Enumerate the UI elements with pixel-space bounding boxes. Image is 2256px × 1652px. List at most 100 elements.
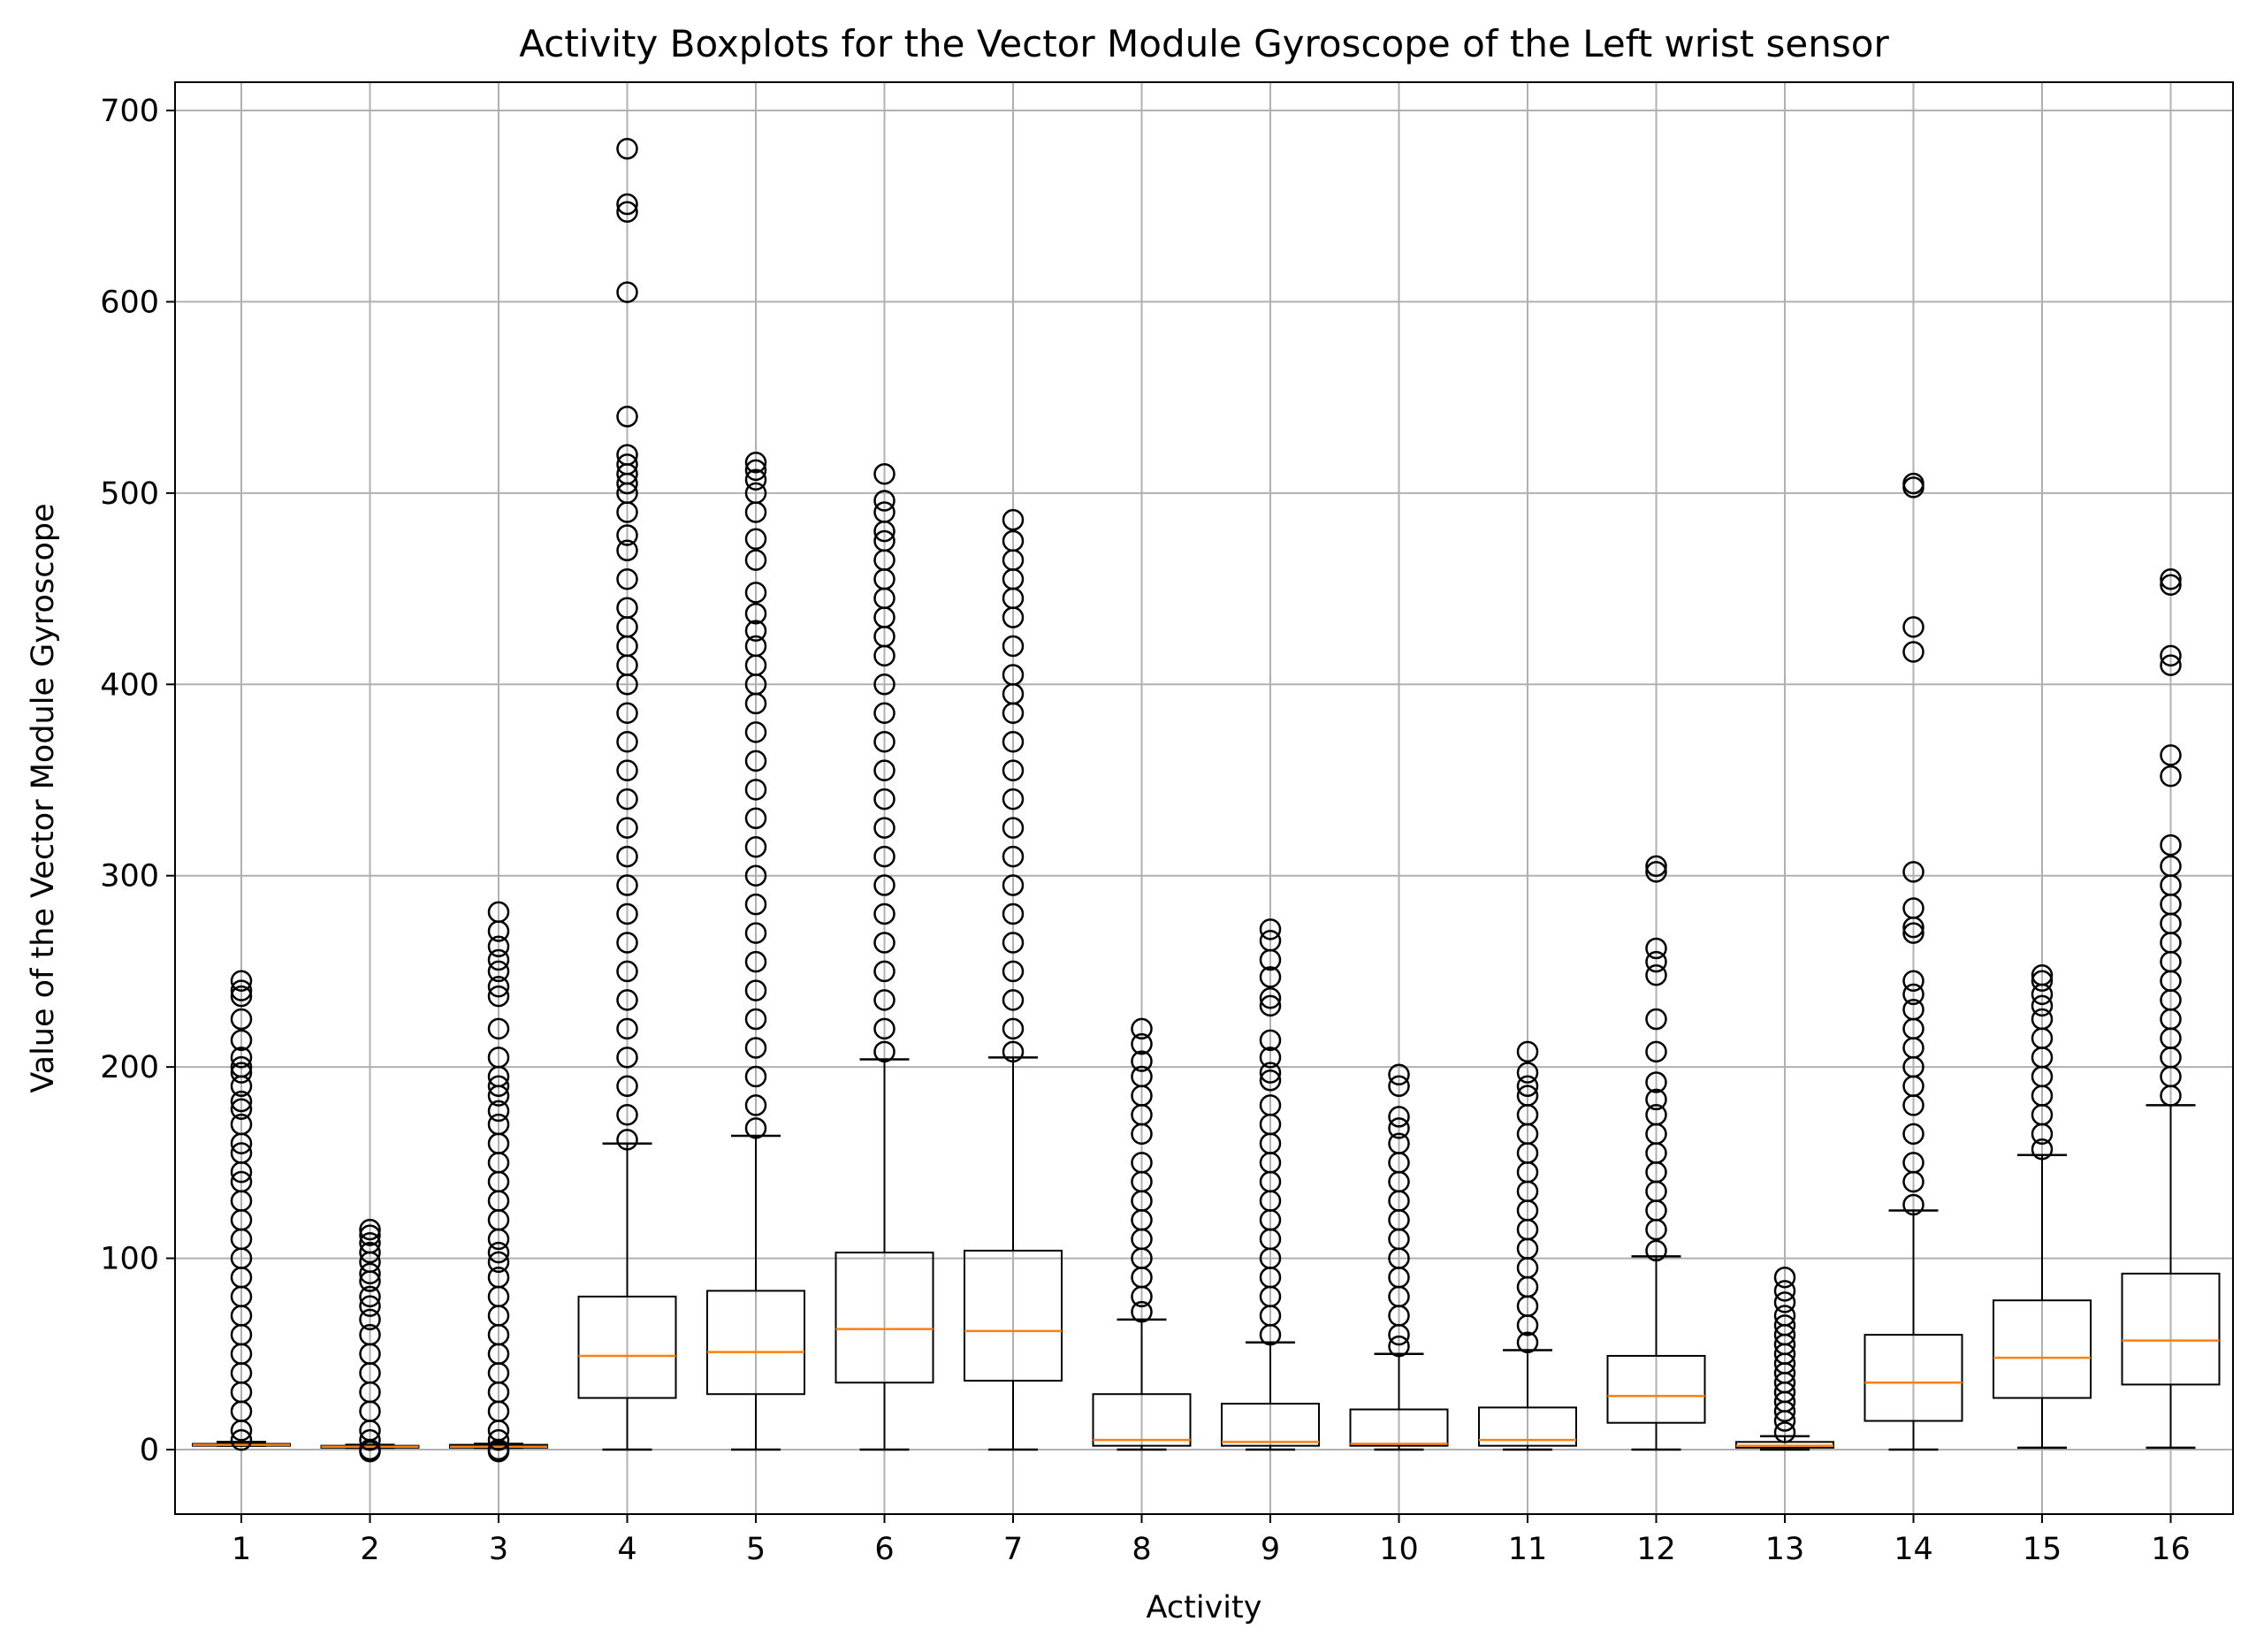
outlier-point — [230, 1428, 253, 1451]
outlier-point — [1002, 529, 1025, 552]
x-tick-label: 16 — [2151, 1532, 2191, 1567]
boxes — [192, 138, 2221, 1463]
box-activity-16 — [2121, 568, 2221, 1450]
outlier-point — [1131, 1050, 1153, 1072]
outlier-point — [487, 1017, 510, 1040]
outlier-point — [1645, 1008, 1667, 1031]
outlier-point — [487, 901, 510, 924]
outlier-point — [487, 985, 510, 1008]
outlier-point — [744, 922, 767, 944]
outlier-point — [744, 836, 767, 858]
outlier-point — [487, 1100, 510, 1123]
outlier-point — [1645, 855, 1667, 878]
outlier-point — [616, 702, 638, 724]
box-activity-4 — [577, 138, 677, 1451]
outlier-point — [744, 620, 767, 642]
x-tick-label: 12 — [1636, 1532, 1676, 1567]
outlier-point — [359, 1323, 381, 1346]
x-tick-label: 8 — [1132, 1532, 1151, 1567]
outlier-point — [1259, 918, 1282, 940]
x-tick-label: 15 — [2023, 1532, 2062, 1567]
outlier-point — [744, 779, 767, 801]
outlier-point — [1516, 1040, 1539, 1063]
outlier-point — [616, 453, 638, 476]
outlier-point — [1645, 1104, 1667, 1126]
outlier-point — [616, 539, 638, 562]
outlier-point — [230, 979, 253, 1001]
outlier-point — [1773, 1314, 1796, 1336]
outlier-point — [1259, 1070, 1282, 1092]
outlier-point — [1902, 861, 1924, 883]
box-activity-3 — [449, 901, 548, 1463]
outlier-point — [873, 817, 896, 839]
outlier-point — [1259, 1047, 1282, 1069]
outlier-point — [616, 1017, 638, 1040]
outlier-point — [1645, 861, 1667, 883]
outlier-point — [616, 960, 638, 983]
outlier-point — [744, 1037, 767, 1059]
outlier-point — [1773, 1291, 1796, 1313]
outlier-point — [2031, 970, 2054, 992]
outlier-point — [359, 1224, 381, 1246]
outlier-point — [1002, 730, 1025, 753]
outlier-point — [873, 759, 896, 781]
box-activity-1 — [192, 970, 291, 1451]
y-tick-label: 300 — [100, 859, 159, 895]
iqr-box — [1092, 1393, 1192, 1447]
outlier-point — [1516, 1062, 1539, 1084]
outlier-point — [487, 1241, 510, 1264]
x-tick-label: 4 — [617, 1532, 636, 1567]
outlier-point — [359, 1285, 381, 1308]
iqr-box — [964, 1249, 1063, 1382]
box-activity-6 — [835, 462, 934, 1451]
outlier-point — [744, 468, 767, 491]
outlier-point — [230, 1055, 253, 1078]
outlier-point — [873, 989, 896, 1011]
outlier-point — [487, 1266, 510, 1289]
x-tick-label: 3 — [489, 1532, 508, 1567]
iqr-box — [706, 1290, 805, 1396]
x-tick-label: 2 — [360, 1532, 379, 1567]
x-axis: 1 2 3 4 5 6 7 8 9 10 11 12 13 14 15 16 — [232, 1514, 2191, 1567]
y-tick-label: 400 — [100, 667, 159, 703]
iqr-box — [577, 1295, 677, 1399]
outlier-point — [873, 1040, 896, 1063]
x-axis-label: Activity — [1147, 1590, 1262, 1625]
outlier-point — [744, 807, 767, 830]
outlier-point — [616, 759, 638, 781]
outlier-point — [744, 451, 767, 474]
outlier-point — [2160, 574, 2182, 596]
outlier-point — [744, 979, 767, 1001]
box-activity-8 — [1092, 1017, 1192, 1451]
outlier-point — [873, 874, 896, 896]
iqr-box — [1863, 1334, 1963, 1422]
outlier-point — [744, 528, 767, 551]
outlier-point — [616, 193, 638, 216]
outlier-point — [1002, 635, 1025, 658]
x-tick-label: 13 — [1765, 1532, 1805, 1567]
outlier-point — [616, 1075, 638, 1098]
outlier-point — [2160, 654, 2182, 676]
outlier-point — [873, 462, 896, 485]
outlier-point — [2160, 644, 2182, 667]
outlier-point — [230, 1062, 253, 1084]
x-tick-label: 1 — [232, 1532, 251, 1567]
outlier-point — [1645, 1088, 1667, 1111]
outlier-point — [616, 730, 638, 753]
outlier-point — [359, 1232, 381, 1254]
outlier-point — [873, 902, 896, 925]
outlier-point — [230, 1113, 253, 1136]
outlier-point — [1259, 1094, 1282, 1116]
outlier-point — [359, 1295, 381, 1317]
outlier-point — [616, 1129, 638, 1151]
x-tick-label: 5 — [746, 1532, 766, 1567]
iqr-box — [2121, 1272, 2221, 1386]
outlier-point — [616, 597, 638, 619]
outlier-point — [1002, 1040, 1025, 1063]
outlier-point — [1131, 1065, 1153, 1088]
outlier-point — [1002, 845, 1025, 868]
outlier-point — [616, 568, 638, 590]
outlier-point — [744, 582, 767, 604]
outlier-point — [230, 1029, 253, 1052]
iqr-box — [1993, 1299, 2092, 1399]
